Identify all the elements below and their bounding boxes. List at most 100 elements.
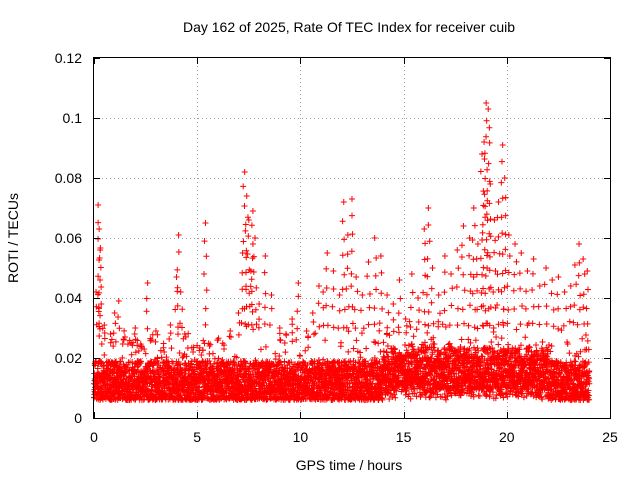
band-point [300, 363, 307, 370]
band-point [137, 360, 144, 367]
band-point [304, 361, 311, 368]
band-point [438, 394, 445, 401]
band-point [371, 338, 378, 345]
band-point [121, 327, 128, 334]
band-point [302, 347, 309, 354]
band-point [345, 348, 352, 355]
band-point [293, 336, 300, 343]
band-point [380, 348, 387, 355]
band-point [215, 355, 222, 362]
band-point [129, 358, 136, 365]
band-point [427, 393, 434, 400]
band-point [407, 395, 414, 402]
band-point [101, 352, 108, 359]
band-point [380, 339, 387, 346]
band-point [132, 349, 139, 356]
band-point [247, 371, 254, 378]
band-point [337, 343, 344, 350]
band-point [272, 356, 279, 363]
band-point [392, 394, 399, 401]
band-point [138, 358, 145, 365]
band-point [233, 354, 240, 361]
band-point [386, 396, 393, 403]
band-point [96, 333, 103, 340]
band-point [405, 342, 412, 349]
band-point [289, 338, 296, 345]
band-point [389, 349, 396, 356]
band-point [413, 352, 420, 359]
band-point [209, 350, 216, 357]
band-point [345, 328, 352, 335]
band-point [118, 387, 125, 394]
band-point [426, 380, 433, 387]
band-point [170, 360, 177, 367]
band-point [125, 366, 132, 373]
band-point [357, 349, 364, 356]
band-point [382, 357, 389, 364]
data-points [91, 100, 593, 403]
band-point [408, 341, 415, 348]
band-point [372, 339, 379, 346]
band-point [124, 341, 131, 348]
band-point [272, 350, 279, 357]
band-point [200, 337, 207, 344]
band-point [430, 334, 437, 341]
band-point [262, 343, 269, 350]
band-point [358, 330, 365, 337]
band-point [396, 349, 403, 356]
band-point [135, 348, 142, 355]
band-point [276, 353, 283, 360]
band-point [152, 396, 159, 403]
band-point [432, 394, 439, 401]
band-point [281, 358, 288, 365]
band-point [257, 346, 264, 353]
band-point [128, 351, 135, 358]
band-point [357, 354, 364, 361]
band-point [410, 333, 417, 340]
band-point [422, 349, 429, 356]
band-point [263, 396, 270, 403]
band-point [383, 349, 390, 356]
band-point [110, 343, 117, 350]
band-point [288, 359, 295, 366]
band-point [151, 367, 158, 374]
band-point [415, 346, 422, 353]
band-point [183, 353, 190, 360]
band-point [263, 396, 270, 403]
band-point [415, 318, 422, 325]
band-point [424, 329, 431, 336]
band-point [157, 347, 164, 354]
band-point [176, 349, 183, 356]
band-point [322, 337, 329, 344]
band-point [440, 370, 447, 377]
band-point [428, 355, 435, 362]
band-point [190, 390, 197, 397]
band-point [138, 394, 145, 401]
band-point [196, 384, 203, 391]
band-point [426, 394, 433, 401]
band-point [230, 358, 237, 365]
band-point [237, 378, 244, 385]
band-point [439, 321, 446, 328]
band-point [406, 318, 413, 325]
band-point [431, 341, 438, 348]
band-point [119, 340, 126, 347]
band-point [174, 331, 181, 338]
band-point [393, 388, 400, 395]
band-point [134, 366, 141, 373]
band-point [141, 346, 148, 353]
band-point [384, 342, 391, 349]
band-point [94, 378, 101, 385]
band-point [392, 350, 399, 357]
band-point [236, 368, 243, 375]
band-point [296, 352, 303, 359]
band-point [391, 345, 398, 352]
band-point [142, 350, 149, 357]
band-point [402, 342, 409, 349]
band-point [98, 341, 105, 348]
band-point [421, 375, 428, 382]
band-point [155, 360, 162, 367]
band-point [395, 329, 402, 336]
band-point [386, 332, 393, 339]
